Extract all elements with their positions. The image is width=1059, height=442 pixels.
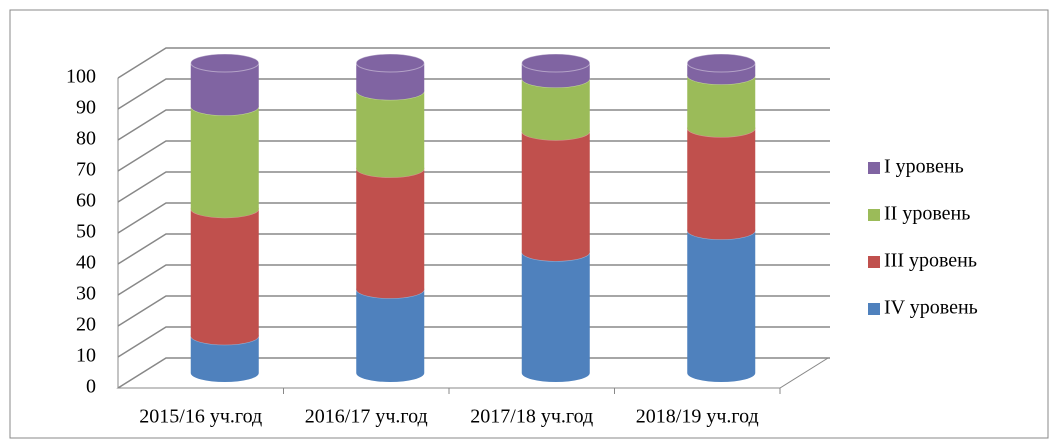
y-tick-label: 60	[76, 190, 96, 212]
y-tick-label: 90	[76, 97, 96, 119]
legend-swatch	[868, 162, 880, 174]
y-tick-label: 70	[76, 159, 96, 181]
x-tick-label: 2017/18 уч.год	[470, 406, 593, 428]
cylinder-segment	[356, 90, 425, 178]
legend-swatch	[868, 303, 880, 315]
cylinder-segment	[190, 106, 259, 218]
cylinder-segment	[687, 75, 756, 138]
cylinder-segment	[687, 230, 756, 383]
cylinder-segment	[521, 131, 590, 262]
cylinder-segment	[521, 78, 590, 141]
cylinder-segment	[356, 289, 425, 383]
y-tick-label: 0	[86, 376, 96, 398]
y-tick-label: 20	[76, 314, 96, 336]
cylinder-top	[686, 53, 756, 73]
grid-line	[117, 47, 830, 79]
grid-line	[117, 109, 830, 141]
legend-label: III уровень	[884, 250, 977, 272]
y-tick-label: 50	[76, 221, 96, 243]
cylinder-segment	[521, 252, 590, 383]
grid-line	[117, 264, 830, 296]
y-tick-label: 30	[76, 283, 96, 305]
legend-label: II уровень	[884, 203, 970, 225]
cylinder-top	[190, 53, 260, 73]
legend-swatch	[868, 209, 880, 221]
grid-line	[117, 233, 830, 265]
legend-label: I уровень	[884, 156, 964, 178]
grid-line	[117, 140, 830, 172]
x-tick-label: 2018/19 уч.год	[636, 406, 759, 428]
cylinder-segment	[356, 63, 425, 100]
legend-label: IV уровень	[884, 297, 978, 319]
grid-line	[117, 202, 830, 234]
y-tick-label: 10	[76, 345, 96, 367]
cylinder-top	[355, 53, 425, 73]
grid-line	[117, 295, 830, 327]
grid-line	[117, 326, 830, 358]
legend-swatch	[868, 256, 880, 268]
grid-line	[117, 78, 830, 110]
y-tick-label: 40	[76, 252, 96, 274]
y-tick-label: 80	[76, 128, 96, 150]
grid-line	[117, 357, 830, 389]
x-tick-label: 2015/16 уч.год	[139, 406, 262, 428]
y-tick-label: 100	[66, 66, 96, 88]
grid-line	[117, 171, 830, 203]
cylinder-segment	[190, 63, 259, 116]
cylinder-segment	[190, 335, 259, 383]
cylinder-top	[521, 53, 591, 73]
cylinder-segment	[356, 168, 425, 299]
cylinder-segment	[190, 208, 259, 345]
cylinder-segment	[687, 128, 756, 240]
x-tick-label: 2016/17 уч.год	[305, 406, 428, 428]
